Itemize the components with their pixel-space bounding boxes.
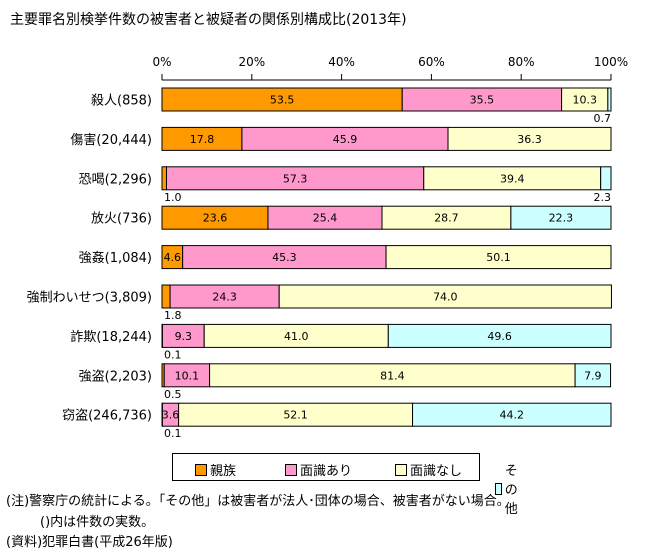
plot-area: 0% 20% 40% 60% 80% 100% 殺人(858) 53.5 35.5 10.3 0.7… bbox=[27, 55, 629, 440]
bar-segment bbox=[385, 245, 612, 270]
data-label: 2.3 bbox=[594, 191, 612, 204]
x-tick-label: 40% bbox=[328, 55, 355, 69]
data-label: 3.6 bbox=[162, 409, 180, 422]
note-1: (注)警察庁の統計による。「その他」は被害者が法人･団体の場合、被害者がない場合… bbox=[6, 494, 510, 509]
data-label: 1.0 bbox=[164, 191, 182, 204]
data-label: 45.3 bbox=[272, 251, 297, 264]
data-label: 0.7 bbox=[594, 112, 612, 125]
category-label: 強姦(1,084) bbox=[79, 250, 152, 266]
source-note: (資料)犯罪白書(平成26年版) bbox=[6, 535, 173, 550]
data-label: 0.1 bbox=[164, 427, 182, 440]
data-label: 0.5 bbox=[164, 388, 182, 401]
x-tick-label: 0% bbox=[152, 55, 171, 69]
data-label: 0.1 bbox=[164, 348, 182, 361]
bar-segment bbox=[278, 284, 612, 309]
legend: 親族 面識あり 面識なし その他 bbox=[172, 453, 518, 517]
bar-segment bbox=[447, 126, 612, 151]
data-label: 22.3 bbox=[549, 212, 574, 225]
legend-swatch bbox=[395, 463, 407, 476]
legend-item: その他 bbox=[495, 460, 523, 517]
legend-item: 面識あり bbox=[285, 460, 352, 479]
data-label: 9.3 bbox=[175, 330, 193, 343]
data-label: 1.8 bbox=[164, 309, 182, 322]
data-label: 10.1 bbox=[175, 369, 200, 382]
data-label: 24.3 bbox=[212, 291, 237, 304]
x-tick-label: 20% bbox=[238, 55, 265, 69]
chart-title: 主要罪名別検挙件数の被害者と被疑者の関係別構成比(2013年) bbox=[10, 12, 407, 28]
data-label: 41.0 bbox=[284, 330, 309, 343]
data-label: 50.1 bbox=[486, 251, 511, 264]
category-label: 強盗(2,203) bbox=[79, 368, 152, 384]
bar-segment bbox=[161, 166, 167, 191]
legend-label: 面識あり bbox=[300, 464, 353, 479]
data-label: 35.5 bbox=[470, 94, 495, 107]
bar-segment bbox=[161, 284, 171, 309]
data-label: 10.3 bbox=[572, 94, 597, 107]
data-label: 39.4 bbox=[500, 172, 525, 185]
data-label: 53.5 bbox=[270, 94, 295, 107]
legend-swatch bbox=[195, 463, 207, 476]
bar-segment bbox=[607, 87, 612, 112]
x-tick-label: 100% bbox=[594, 55, 628, 69]
data-label: 49.6 bbox=[487, 330, 512, 343]
data-label: 57.3 bbox=[283, 172, 308, 185]
bar-segment bbox=[412, 402, 612, 427]
data-label: 36.3 bbox=[517, 133, 542, 146]
bar-segment bbox=[387, 323, 612, 348]
legend-label: その他 bbox=[504, 464, 518, 517]
bar-segment bbox=[574, 363, 612, 388]
bar-segment bbox=[510, 205, 612, 230]
data-label: 23.6 bbox=[203, 212, 228, 225]
legend-label: 面識なし bbox=[410, 464, 463, 479]
bar-segment bbox=[600, 166, 612, 191]
category-label: 放火(736) bbox=[91, 212, 152, 227]
data-label: 52.1 bbox=[283, 409, 308, 422]
x-tick-label: 80% bbox=[508, 55, 535, 69]
legend-swatch bbox=[285, 463, 297, 476]
category-label: 恐喝(2,296) bbox=[79, 172, 152, 187]
data-label: 7.9 bbox=[584, 369, 602, 382]
data-label: 44.2 bbox=[500, 409, 525, 422]
category-label: 殺人(858) bbox=[91, 94, 152, 109]
data-label: 81.4 bbox=[380, 369, 405, 382]
data-label: 74.0 bbox=[433, 291, 458, 304]
legend-swatch bbox=[495, 482, 502, 495]
category-label: 傷害(20,444) bbox=[70, 132, 152, 148]
category-label: 窃盗(246,736) bbox=[62, 408, 152, 424]
data-label: 17.8 bbox=[190, 133, 215, 146]
legend-item: 親族 bbox=[195, 460, 236, 479]
x-tick-label: 60% bbox=[418, 55, 445, 69]
legend-label: 親族 bbox=[210, 464, 237, 479]
data-label: 45.9 bbox=[333, 133, 358, 146]
category-label: 強制わいせつ(3,809) bbox=[27, 291, 152, 306]
legend-item: 面識なし bbox=[395, 460, 462, 479]
note-2: ()内は件数の実数。 bbox=[40, 515, 155, 530]
data-label: 4.6 bbox=[164, 251, 182, 264]
data-label: 28.7 bbox=[434, 212, 459, 225]
category-label: 詐欺(18,244) bbox=[70, 329, 152, 345]
data-label: 25.4 bbox=[313, 212, 338, 225]
